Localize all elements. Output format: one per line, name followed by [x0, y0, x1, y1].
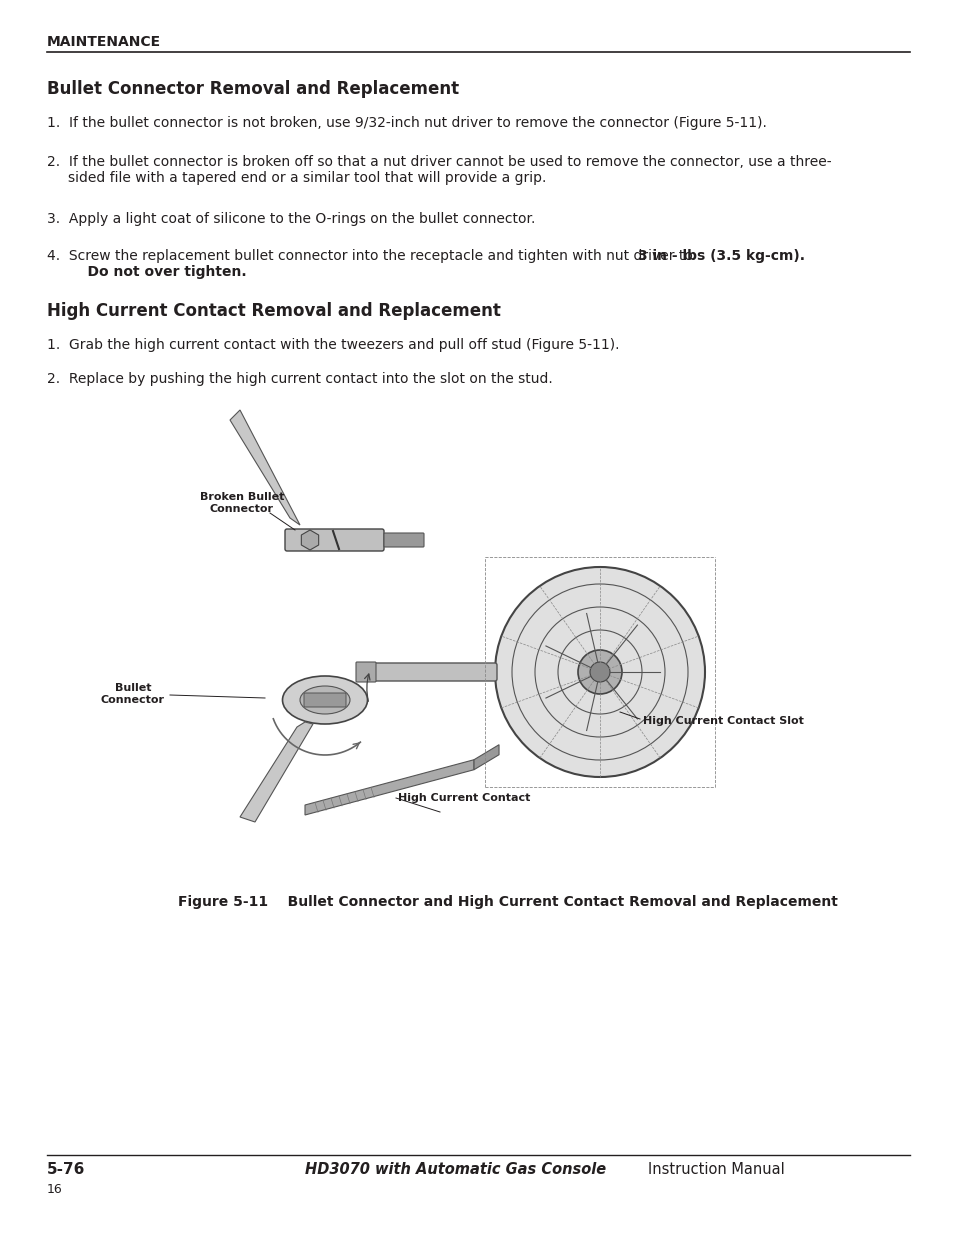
Ellipse shape [299, 685, 350, 714]
Polygon shape [305, 760, 474, 815]
FancyBboxPatch shape [373, 663, 497, 680]
Text: Bullet
Connector: Bullet Connector [101, 683, 165, 705]
FancyBboxPatch shape [304, 693, 346, 706]
Text: 4.  Screw the replacement bullet connector into the receptacle and tighten with : 4. Screw the replacement bullet connecto… [47, 249, 697, 263]
Polygon shape [230, 410, 299, 525]
Text: High Current Contact: High Current Contact [397, 793, 530, 803]
Text: Do not over tighten.: Do not over tighten. [68, 266, 247, 279]
Text: 2.  Replace by pushing the high current contact into the slot on the stud.: 2. Replace by pushing the high current c… [47, 372, 552, 387]
Text: sided file with a tapered end or a similar tool that will provide a grip.: sided file with a tapered end or a simil… [68, 170, 546, 185]
Circle shape [589, 662, 609, 682]
Text: High Current Contact Removal and Replacement: High Current Contact Removal and Replace… [47, 303, 500, 320]
Circle shape [495, 567, 704, 777]
Text: 1.  Grab the high current contact with the tweezers and pull off stud (Figure 5-: 1. Grab the high current contact with th… [47, 338, 618, 352]
Text: Instruction Manual: Instruction Manual [647, 1162, 784, 1177]
Text: MAINTENANCE: MAINTENANCE [47, 35, 161, 49]
Text: Bullet Connector Removal and Replacement: Bullet Connector Removal and Replacement [47, 80, 458, 98]
Text: High Current Contact Slot: High Current Contact Slot [642, 716, 803, 726]
Circle shape [578, 650, 621, 694]
Polygon shape [240, 722, 313, 823]
FancyBboxPatch shape [355, 662, 375, 682]
Text: HD3070 with Automatic Gas Console: HD3070 with Automatic Gas Console [305, 1162, 605, 1177]
Text: 2.  If the bullet connector is broken off so that a nut driver cannot be used to: 2. If the bullet connector is broken off… [47, 156, 831, 169]
Ellipse shape [282, 676, 367, 724]
Polygon shape [474, 745, 498, 769]
Text: Figure 5-11    Bullet Connector and High Current Contact Removal and Replacement: Figure 5-11 Bullet Connector and High Cu… [178, 895, 837, 909]
Text: 5-76: 5-76 [47, 1162, 85, 1177]
Text: Broken Bullet
Connector: Broken Bullet Connector [199, 492, 284, 514]
Text: 16: 16 [47, 1183, 63, 1195]
FancyBboxPatch shape [285, 529, 384, 551]
Text: 1.  If the bullet connector is not broken, use 9/32-inch nut driver to remove th: 1. If the bullet connector is not broken… [47, 116, 766, 130]
Text: 3.  Apply a light coat of silicone to the O-rings on the bullet connector.: 3. Apply a light coat of silicone to the… [47, 212, 535, 226]
FancyBboxPatch shape [384, 534, 423, 547]
Text: 3 in - lbs (3.5 kg-cm).: 3 in - lbs (3.5 kg-cm). [638, 249, 804, 263]
